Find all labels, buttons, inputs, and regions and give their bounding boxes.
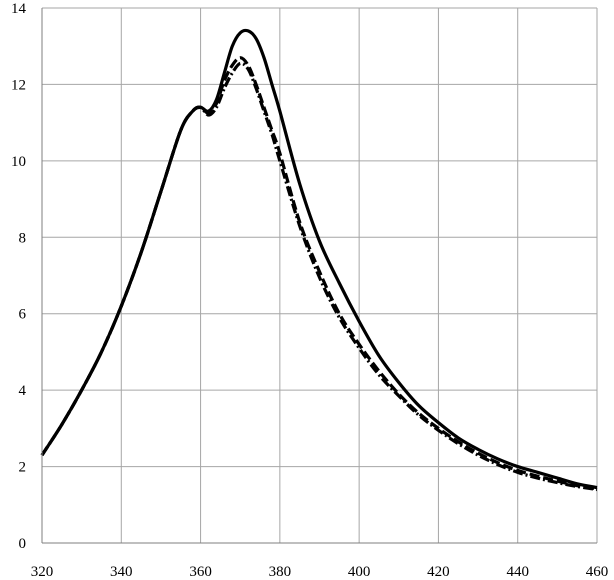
y-tick-label: 0 [19,536,27,552]
y-tick-label: 8 [19,230,27,246]
y-tick-label: 2 [19,460,27,476]
x-tick-label: 360 [189,564,212,580]
axes [41,8,597,544]
x-tick-label: 320 [31,564,54,580]
series-line-1 [40,56,598,491]
x-tick-label: 460 [586,564,609,580]
series-1 [40,56,598,491]
x-tick-label: 340 [110,564,133,580]
series-group [40,28,598,492]
series-0 [40,28,598,490]
tick-labels: 320 340 360 380 400 420 440 460 0 2 4 6 8 10 12 14 [11,1,608,580]
series-2 [40,61,598,492]
x-tick-label: 380 [269,564,292,580]
x-tick-label: 400 [348,564,371,580]
x-tick-label: 420 [427,564,450,580]
x-tick-label: 440 [506,564,529,580]
y-tick-label: 10 [11,154,26,170]
y-tick-label: 4 [19,383,27,399]
y-tick-label: 12 [11,77,26,93]
y-tick-label: 6 [19,307,27,323]
y-tick-label: 14 [11,1,27,17]
series-line-0 [40,28,598,490]
series-line-2 [40,61,598,492]
